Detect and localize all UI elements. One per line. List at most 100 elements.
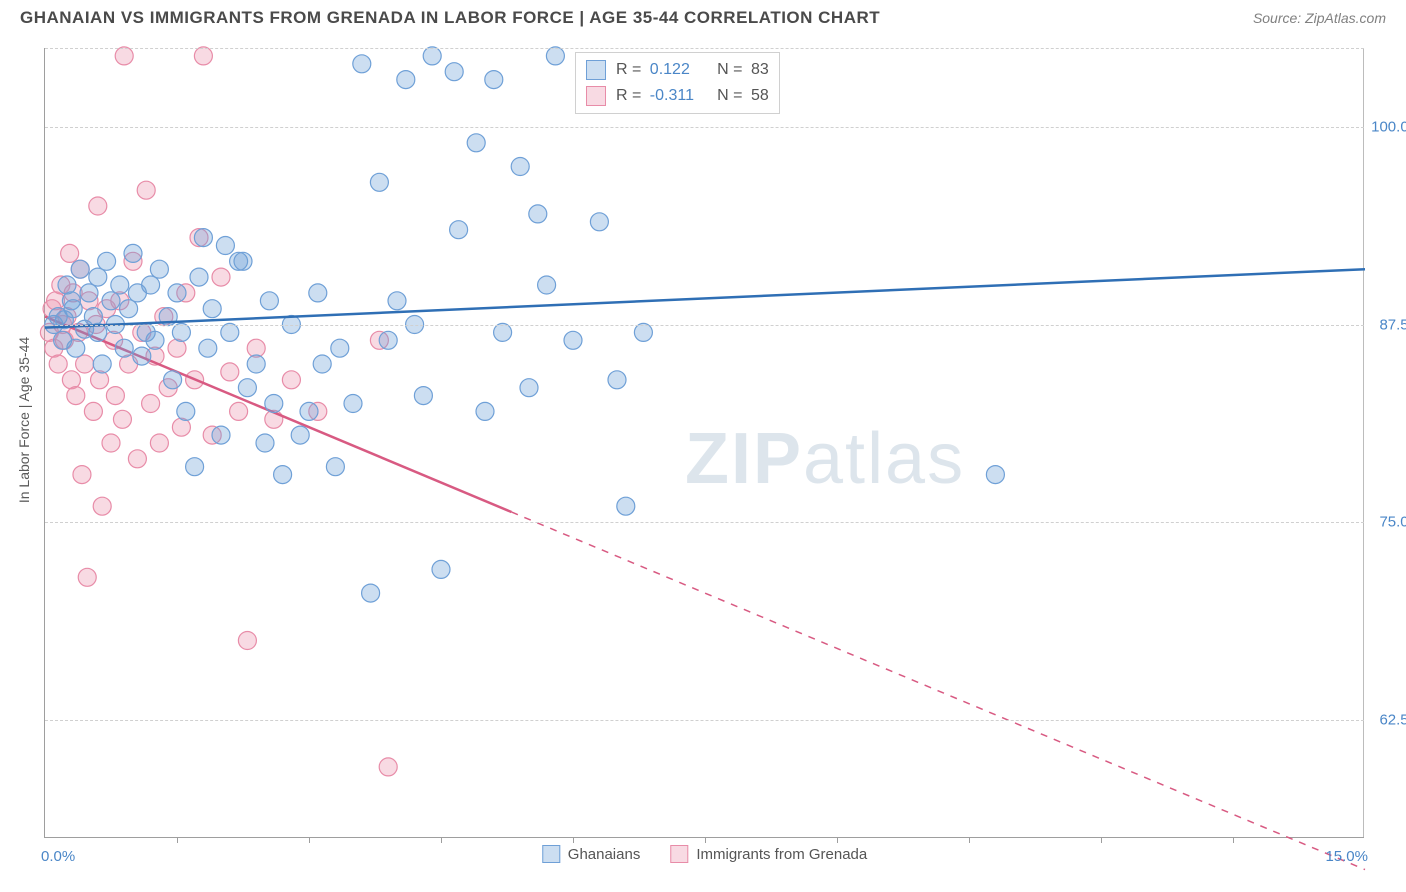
x-axis-min-label: 0.0% xyxy=(41,848,75,865)
scatter-point xyxy=(124,244,142,262)
scatter-point xyxy=(128,450,146,468)
scatter-point xyxy=(247,355,265,373)
x-tick xyxy=(705,837,706,843)
scatter-point xyxy=(238,379,256,397)
scatter-point xyxy=(172,418,190,436)
scatter-point xyxy=(520,379,538,397)
x-tick xyxy=(969,837,970,843)
scatter-point xyxy=(168,339,186,357)
scatter-point xyxy=(362,584,380,602)
scatter-point xyxy=(84,402,102,420)
scatter-point xyxy=(423,47,441,65)
scatter-point xyxy=(89,268,107,286)
scatter-point xyxy=(546,47,564,65)
x-tick xyxy=(177,837,178,843)
scatter-point xyxy=(113,410,131,428)
scatter-point xyxy=(291,426,309,444)
scatter-point xyxy=(172,323,190,341)
scatter-point xyxy=(617,497,635,515)
scatter-point xyxy=(80,284,98,302)
scatter-point xyxy=(590,213,608,231)
scatter-point xyxy=(397,71,415,89)
scatter-point xyxy=(331,339,349,357)
legend-stat-row: R = -0.311 N = 58 xyxy=(586,83,769,109)
scatter-point xyxy=(300,402,318,420)
gridline-h xyxy=(45,720,1364,721)
legend-swatch xyxy=(586,60,606,80)
scatter-point xyxy=(485,71,503,89)
scatter-point xyxy=(102,434,120,452)
trend-line-solid xyxy=(45,269,1365,327)
scatter-point xyxy=(194,229,212,247)
x-tick xyxy=(441,837,442,843)
gridline-h xyxy=(45,48,1364,49)
y-tick-label: 62.5% xyxy=(1368,711,1406,728)
scatter-point xyxy=(150,434,168,452)
scatter-point xyxy=(282,371,300,389)
legend-stat-row: R = 0.122 N = 83 xyxy=(586,57,769,83)
scatter-point xyxy=(142,395,160,413)
scatter-point xyxy=(49,355,67,373)
scatter-point xyxy=(102,292,120,310)
scatter-point xyxy=(564,331,582,349)
chart-title: GHANAIAN VS IMMIGRANTS FROM GRENADA IN L… xyxy=(20,8,880,28)
scatter-point xyxy=(168,284,186,302)
scatter-point xyxy=(265,395,283,413)
scatter-point xyxy=(199,339,217,357)
scatter-point xyxy=(538,276,556,294)
scatter-point xyxy=(73,466,91,484)
scatter-point xyxy=(230,402,248,420)
series-legend-item: Immigrants from Grenada xyxy=(670,845,867,863)
scatter-point xyxy=(450,221,468,239)
scatter-point xyxy=(177,402,195,420)
scatter-point xyxy=(67,387,85,405)
scatter-point xyxy=(379,758,397,776)
scatter-point xyxy=(190,268,208,286)
trend-line-dashed xyxy=(511,512,1365,870)
scatter-point xyxy=(256,434,274,452)
scatter-point xyxy=(203,300,221,318)
scatter-point xyxy=(142,276,160,294)
scatter-point xyxy=(432,560,450,578)
y-axis-label: In Labor Force | Age 35-44 xyxy=(16,337,32,503)
scatter-point xyxy=(133,347,151,365)
gridline-h xyxy=(45,127,1364,128)
scatter-point xyxy=(61,244,79,262)
scatter-point xyxy=(608,371,626,389)
scatter-point xyxy=(67,339,85,357)
gridline-h xyxy=(45,522,1364,523)
scatter-point xyxy=(84,308,102,326)
gridline-h xyxy=(45,325,1364,326)
legend-swatch xyxy=(542,845,560,863)
scatter-point xyxy=(238,632,256,650)
scatter-point xyxy=(93,497,111,515)
scatter-point xyxy=(78,568,96,586)
scatter-point xyxy=(353,55,371,73)
legend-stat-text: R = 0.122 N = 83 xyxy=(616,57,769,83)
scatter-point xyxy=(91,371,109,389)
scatter-point xyxy=(344,395,362,413)
legend-swatch xyxy=(586,86,606,106)
scatter-point xyxy=(111,276,129,294)
scatter-point xyxy=(115,47,133,65)
scatter-point xyxy=(234,252,252,270)
scatter-point xyxy=(216,237,234,255)
scatter-point xyxy=(388,292,406,310)
y-tick-label: 100.0% xyxy=(1368,119,1406,136)
scatter-point xyxy=(93,355,111,373)
scatter-point xyxy=(313,355,331,373)
scatter-point xyxy=(76,355,94,373)
scatter-point xyxy=(326,458,344,476)
scatter-point xyxy=(379,331,397,349)
scatter-point xyxy=(445,63,463,81)
scatter-point xyxy=(89,197,107,215)
scatter-point xyxy=(62,371,80,389)
scatter-point xyxy=(164,371,182,389)
x-tick xyxy=(1233,837,1234,843)
scatter-point xyxy=(414,387,432,405)
scatter-point xyxy=(467,134,485,152)
scatter-point xyxy=(194,47,212,65)
series-legend-label: Immigrants from Grenada xyxy=(696,846,867,863)
scatter-point xyxy=(137,181,155,199)
chart-header: GHANAIAN VS IMMIGRANTS FROM GRENADA IN L… xyxy=(0,0,1406,36)
